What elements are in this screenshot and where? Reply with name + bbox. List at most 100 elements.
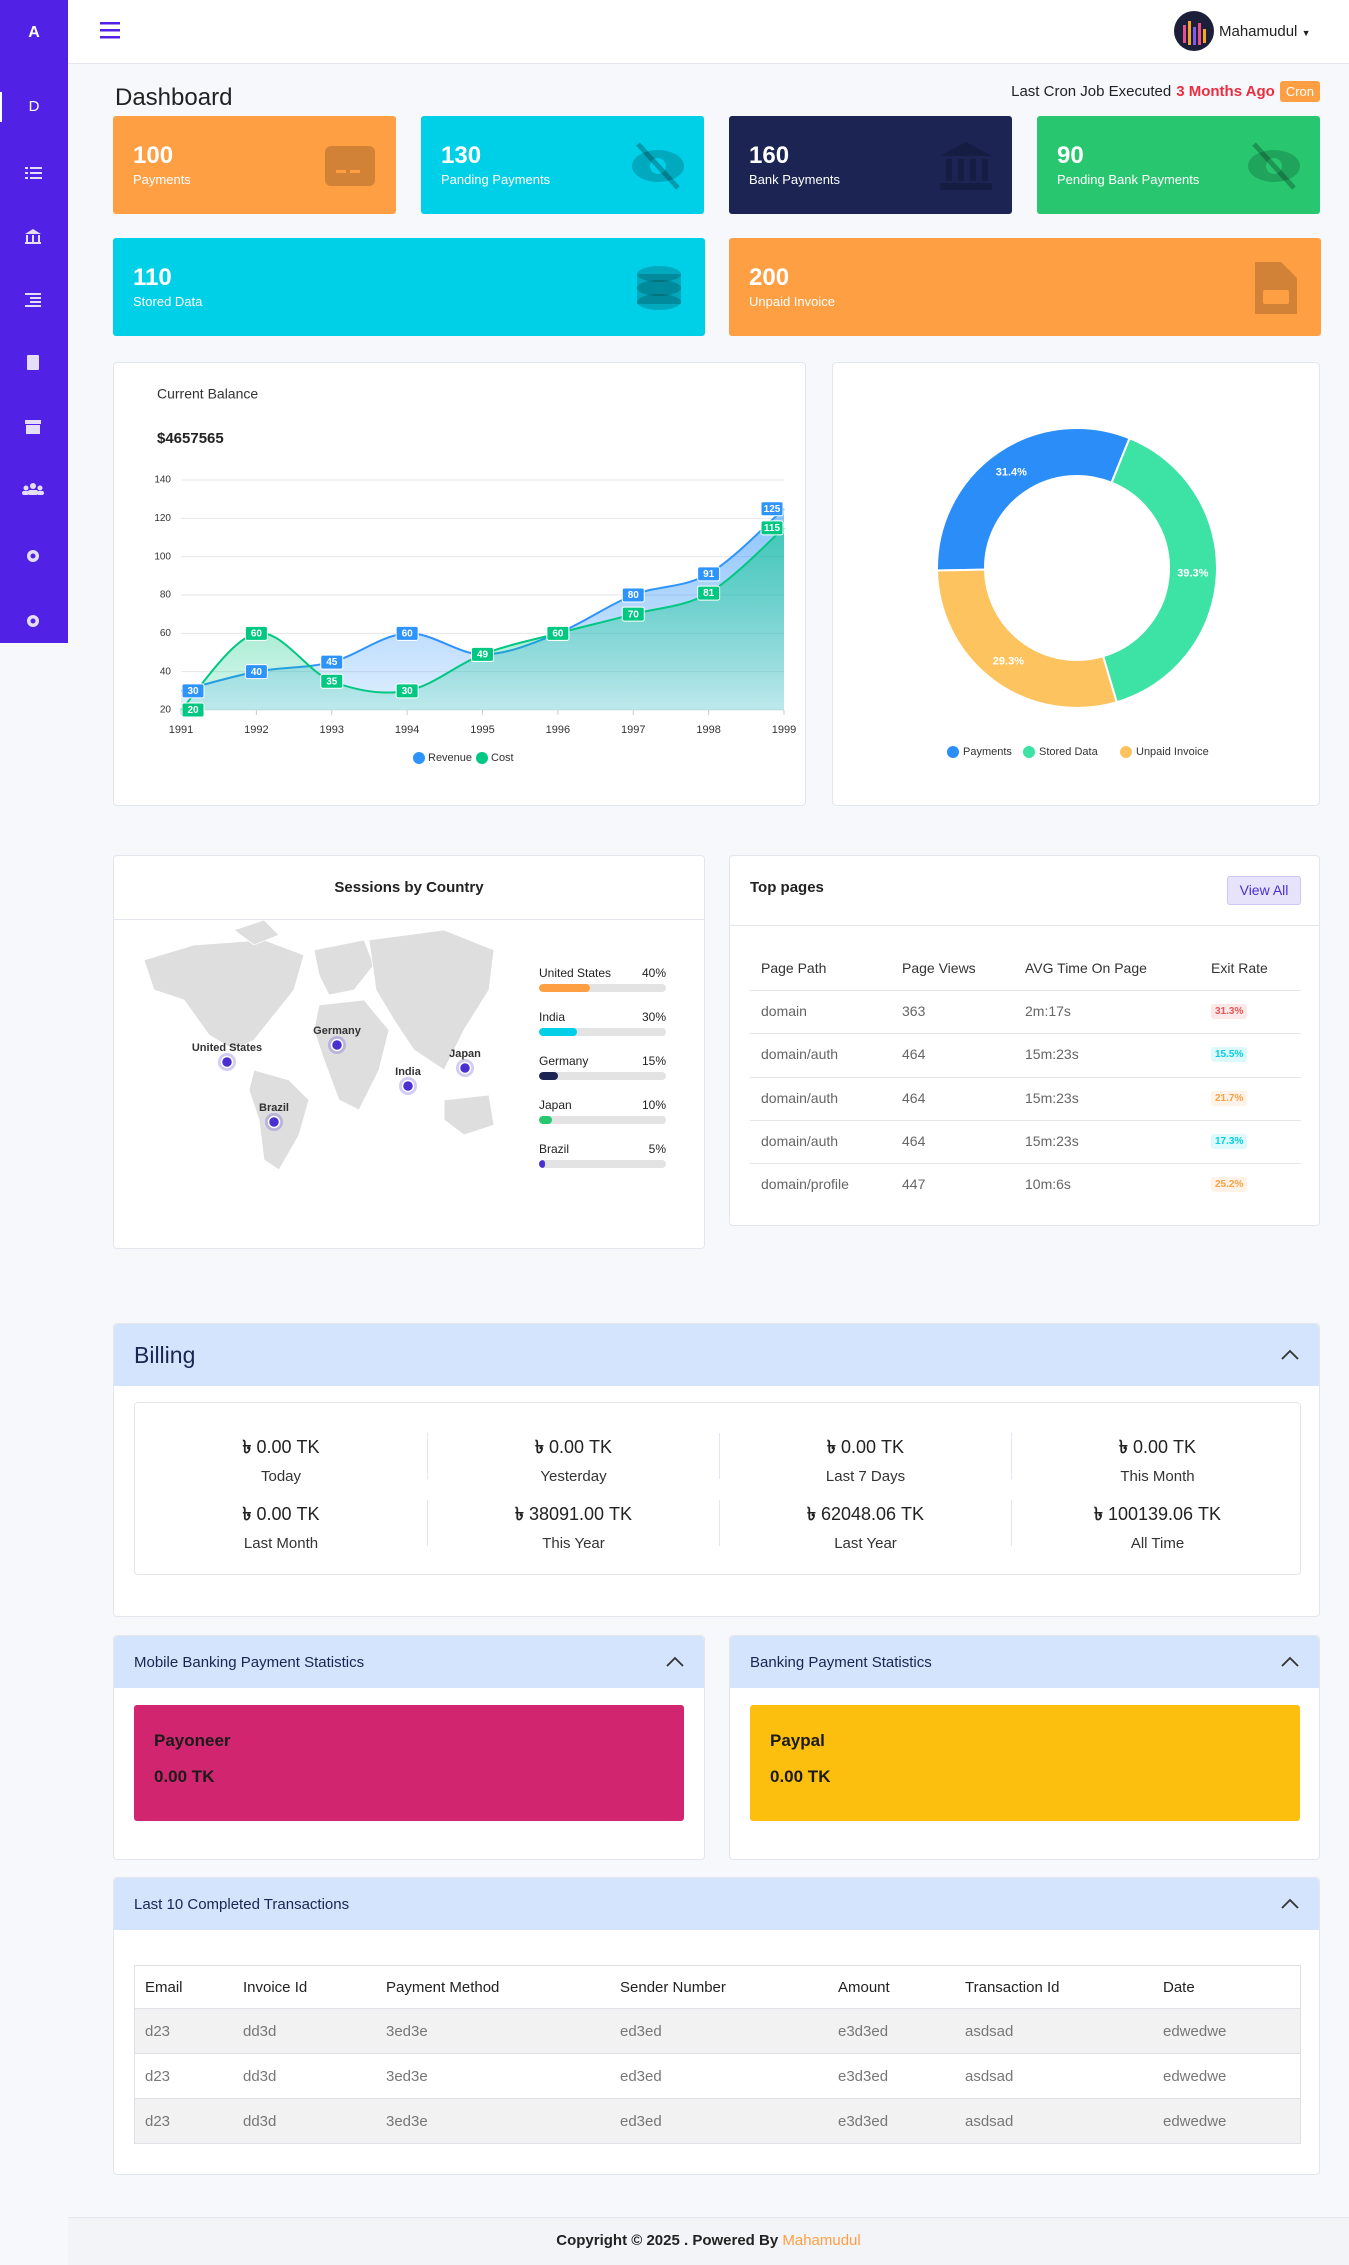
icon-part: [350, 170, 360, 173]
legend-marker[interactable]: [413, 752, 425, 764]
billing-amount: ৳ 0.00 TK: [135, 1500, 427, 1531]
currency-symbol: ৳: [514, 1504, 524, 1524]
donut-slice[interactable]: [1101, 436, 1218, 704]
footer-link[interactable]: Mahamudul: [782, 2232, 861, 2249]
billing-amount: ৳ 62048.06 TK: [720, 1500, 1011, 1531]
legend-marker[interactable]: [1120, 746, 1132, 758]
billing-period: Last Year: [834, 1535, 897, 1552]
table-cell: domain/profile: [761, 1176, 849, 1193]
data-label-box: [621, 606, 645, 622]
column-header: Page Path: [761, 960, 827, 976]
sessions-card: Sessions by Country United States Germany…: [113, 855, 705, 1249]
table-cell: edwedwe: [1163, 2068, 1227, 2085]
table-header-row: Email Invoice Id Payment Method Sender Numb…: [135, 1966, 1300, 2009]
page-title: Dashboard: [115, 84, 233, 111]
column-header: Sender Number: [620, 1979, 726, 1996]
stat-card[interactable]: 100 Payments: [113, 116, 396, 214]
currency-symbol: ৳: [242, 1504, 252, 1524]
map-marker[interactable]: [267, 1115, 281, 1129]
currency-symbol: ৳: [534, 1437, 544, 1457]
chart-subtitle: $4657565: [157, 430, 224, 447]
user-menu[interactable]: Mahamudul ▼: [1219, 23, 1310, 40]
billing-stat: ৳ 0.00 TK Today: [135, 1433, 427, 1485]
view-all-button[interactable]: View All: [1227, 876, 1301, 905]
collapse-icon[interactable]: [1281, 1349, 1299, 1361]
table-cell: domain: [761, 1003, 807, 1019]
data-label-box: [181, 683, 205, 699]
stat-label: Payments: [133, 172, 191, 187]
map-marker[interactable]: [401, 1079, 415, 1093]
y-tick-label: 60: [160, 628, 172, 639]
stat-card[interactable]: 130 Panding Payments: [421, 116, 704, 214]
data-label-box: [320, 673, 344, 689]
continent: [313, 999, 390, 1111]
stat-card[interactable]: 90 Pending Bank Payments: [1037, 116, 1320, 214]
data-label-box: [181, 702, 205, 718]
collapse-icon[interactable]: [1281, 1898, 1299, 1910]
stat-card[interactable]: 160 Bank Payments: [729, 116, 1012, 214]
currency-symbol: ৳: [1118, 1437, 1128, 1457]
stat-label: Bank Payments: [749, 172, 841, 187]
icon-part: [940, 142, 992, 156]
billing-amount: ৳ 0.00 TK: [428, 1433, 719, 1464]
y-tick-label: 40: [160, 666, 172, 677]
stat-label: Stored Data: [133, 294, 203, 309]
table-cell: 464: [902, 1132, 926, 1149]
sessions-title: Sessions by Country: [114, 856, 704, 920]
transactions-table: Email Invoice Id Payment Method Sender Numb…: [134, 1965, 1301, 2144]
map-marker[interactable]: [458, 1061, 472, 1075]
data-label: 49: [477, 650, 489, 661]
balance-card: Current Balance $4657565 20 40 60 80 100 120 140…: [113, 362, 806, 806]
billing-header[interactable]: Billing: [114, 1324, 1319, 1386]
currency-symbol: ৳: [826, 1437, 836, 1457]
table-cell: 363: [902, 1003, 926, 1019]
stat-card[interactable]: 200 Unpaid Invoice: [729, 238, 1321, 336]
legend-label[interactable]: Revenue: [428, 752, 472, 764]
country-percent: 15%: [641, 1054, 666, 1068]
table-cell: dd3d: [243, 2113, 277, 2130]
amount-value: 0.00 TK: [548, 1437, 613, 1457]
collapse-icon[interactable]: [1281, 1656, 1299, 1668]
legend-label[interactable]: Payments: [963, 746, 1012, 758]
data-label-box: [471, 646, 494, 662]
transactions-header[interactable]: Last 10 Completed Transactions: [114, 1878, 1319, 1930]
data-label-box: [244, 664, 268, 680]
mobile-banking-header[interactable]: Mobile Banking Payment Statistics: [114, 1636, 704, 1688]
slice-label: 31.4%: [996, 466, 1027, 478]
icon-part: [970, 159, 976, 181]
stat-value: 90: [1057, 142, 1084, 169]
brand[interactable]: A: [28, 24, 40, 41]
billing-period: This Month: [1120, 1468, 1195, 1485]
donut-slice[interactable]: [936, 427, 1131, 572]
legend-label[interactable]: Cost: [491, 752, 514, 764]
legend-marker[interactable]: [476, 752, 488, 764]
menu-toggle[interactable]: [100, 20, 122, 40]
data-label-box: [760, 520, 784, 536]
x-tick-label: 1992: [244, 724, 268, 736]
stat-value: 100: [133, 142, 174, 169]
billing-period: Last 7 Days: [825, 1468, 906, 1485]
data-label: 80: [628, 590, 640, 601]
map-marker[interactable]: [220, 1055, 234, 1069]
nav-item[interactable]: D: [28, 98, 40, 115]
banking-header[interactable]: Banking Payment Statistics: [730, 1636, 1319, 1688]
stat-card[interactable]: 110 Stored Data: [113, 238, 705, 336]
donut-slice[interactable]: [936, 568, 1118, 709]
column-header: Invoice Id: [243, 1979, 308, 1996]
legend-label[interactable]: Unpaid Invoice: [1136, 746, 1209, 758]
data-label: 60: [251, 628, 263, 639]
progress-bar: [539, 1160, 546, 1168]
column-header: Date: [1163, 1979, 1195, 1996]
icon-part: [637, 266, 681, 282]
table-cell: asdsad: [965, 2068, 1014, 2085]
avatar[interactable]: [1174, 11, 1216, 53]
table-row: d23 dd3d 3ed3e ed3ed e3d3ed asdsad edwedwe: [135, 2009, 1300, 2054]
collapse-icon[interactable]: [666, 1656, 684, 1668]
row-divider: [750, 1163, 1301, 1165]
legend-marker[interactable]: [1023, 746, 1035, 758]
legend-label[interactable]: Stored Data: [1039, 746, 1099, 758]
map-marker[interactable]: [330, 1038, 344, 1052]
icon-part: [1255, 262, 1297, 314]
legend-marker[interactable]: [947, 746, 959, 758]
